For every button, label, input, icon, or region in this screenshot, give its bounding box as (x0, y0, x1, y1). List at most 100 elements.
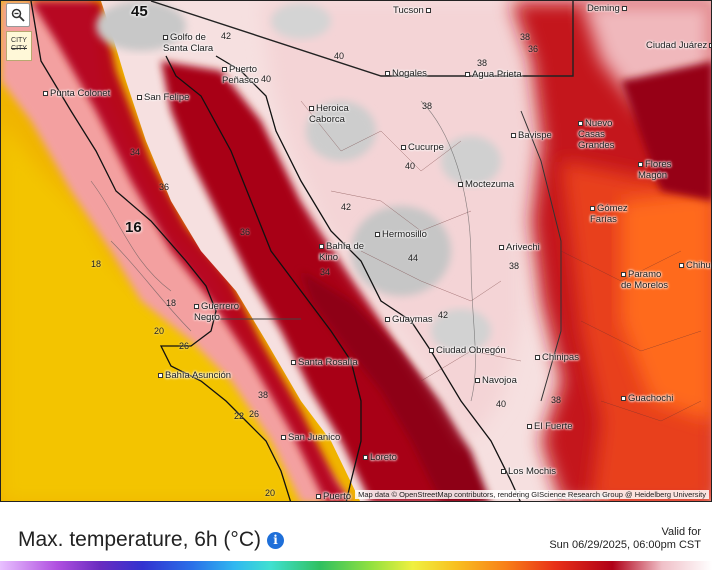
city-label: Nogales (385, 68, 427, 79)
isotherm-value: 34 (130, 147, 141, 157)
map-title: Max. temperature, 6h (°C) i (18, 528, 284, 552)
city-marker-icon (222, 66, 227, 72)
valid-for-value: Sun 06/29/2025, 06:00pm CST (549, 539, 701, 551)
city-marker-icon (475, 377, 480, 383)
zoom-out-button[interactable] (6, 3, 30, 27)
isotherm-value: 40 (496, 399, 507, 409)
city-label: Navojoa (475, 375, 517, 386)
city-name: Bahía Asunción (165, 370, 232, 381)
city-name: Tucson (393, 5, 424, 16)
city-name: Moctezuma (465, 179, 515, 190)
isotherm-value: 36 (240, 227, 251, 237)
city-marker-icon (511, 132, 516, 138)
city-label: Gómez Farías (590, 203, 628, 225)
info-icon[interactable]: i (266, 532, 284, 549)
city-name: Loreto (370, 452, 397, 463)
legend-footer: Max. temperature, 6h (°C) i Valid for Sun… (0, 502, 712, 570)
isotherm-value: 36 (159, 182, 170, 192)
city-label: Deming (587, 3, 627, 14)
city-name: Puerto (323, 491, 351, 502)
city-name: Guerrero Negro (194, 301, 240, 323)
city-label: Paramo de Morelos (621, 269, 668, 291)
city-name: Bavispe (518, 130, 552, 141)
city-name: Punta Colonet (50, 88, 111, 99)
city-label: Moctezuma (458, 179, 514, 190)
city-toggle-button[interactable]: CITY CITY (6, 31, 32, 61)
city-marker-icon (163, 34, 168, 40)
city-marker-icon (385, 70, 390, 76)
city-marker-icon (621, 395, 626, 401)
city-marker-icon (375, 231, 380, 237)
city-label: Ciudad Juárez (646, 40, 711, 51)
city-name: Arivechi (506, 242, 540, 253)
city-marker-icon (43, 90, 48, 96)
city-label: El Fuerte (527, 421, 573, 432)
isotherm-value: 40 (261, 74, 272, 84)
city-marker-icon (363, 454, 368, 460)
city-name: Chinipas (542, 352, 579, 363)
city-label: Ciudad Obregón (429, 345, 506, 356)
city-label: Tucson (393, 5, 431, 16)
city-label: Hermosillo (375, 229, 427, 240)
isotherm-value: 42 (438, 310, 449, 320)
city-name: Los Mochis (508, 466, 557, 477)
city-marker-icon (679, 262, 684, 268)
city-label: Bahía de Kino (319, 241, 364, 263)
isotherm-value: 42 (221, 31, 232, 41)
map-attribution[interactable]: Map data © OpenStreetMap contributors, r… (355, 490, 709, 499)
city-name: Gómez Farías (590, 203, 628, 225)
city-label: Bavispe (511, 130, 552, 141)
city-marker-icon (535, 354, 540, 360)
city-marker-icon (194, 303, 199, 309)
city-name: Ciudad Obregón (436, 345, 506, 356)
city-label: Heroica Caborca (309, 103, 349, 125)
isotherm-value: 38 (551, 395, 562, 405)
city-marker-icon (499, 244, 504, 250)
city-marker-icon (709, 42, 711, 48)
isotherm-value: 38 (509, 261, 520, 271)
city-name: Santa Rosalía (298, 357, 358, 368)
city-label: Puerto (316, 491, 351, 502)
city-name: Agua Prieta (472, 69, 522, 80)
weather-map[interactable]: Tucson Deming Ciudad Juárez Golfo de Santa … (0, 0, 712, 502)
isotherm-value: 40 (334, 51, 345, 61)
city-marker-icon (465, 71, 470, 77)
valid-for: Valid for Sun 06/29/2025, 06:00pm CST (549, 526, 701, 552)
city-name: Nuevo Casas Grandes (578, 118, 615, 151)
city-marker-icon (621, 271, 626, 277)
isotherm-value: 38 (258, 390, 269, 400)
city-name: Ciudad Juárez (646, 40, 708, 51)
city-marker-icon (281, 434, 286, 440)
isotherm-value: 26 (249, 409, 260, 419)
city-toggle-label-struck: CITY (11, 45, 27, 52)
city-label: Puerto Peñasco (222, 64, 259, 86)
city-marker-icon (401, 144, 406, 150)
city-label: Nuevo Casas Grandes (578, 118, 614, 151)
city-name: Hermosillo (382, 229, 427, 240)
city-label: Guachochi (621, 393, 673, 404)
city-marker-icon (501, 468, 506, 474)
city-label: Bahía Asunción (158, 370, 231, 381)
isotherm-value: 20 (154, 326, 165, 336)
map-title-text: Max. temperature, 6h (°C) (18, 528, 261, 551)
city-name: Flores Magón (638, 159, 672, 181)
city-marker-icon (316, 493, 321, 499)
city-label: San Felipe (137, 92, 189, 103)
isotherm-value: 38 (477, 58, 488, 68)
city-name: Deming (587, 3, 620, 14)
city-label: Los Mochis (501, 466, 556, 477)
isotherm-value: 38 (422, 101, 433, 111)
color-scale-bar (0, 561, 712, 570)
isotherm-value: 42 (341, 202, 352, 212)
valid-for-label: Valid for (661, 526, 701, 538)
isotherm-value: 36 (528, 44, 539, 54)
city-label: Santa Rosalía (291, 357, 358, 368)
city-name: Heroica Caborca (309, 103, 349, 125)
city-marker-icon (590, 205, 595, 211)
city-marker-icon (158, 372, 163, 378)
isotherm-value: 40 (405, 161, 416, 171)
city-marker-icon (527, 423, 532, 429)
city-marker-icon (578, 120, 583, 126)
city-name: San Juanico (288, 432, 341, 443)
city-label: Cucurpe (401, 142, 444, 153)
